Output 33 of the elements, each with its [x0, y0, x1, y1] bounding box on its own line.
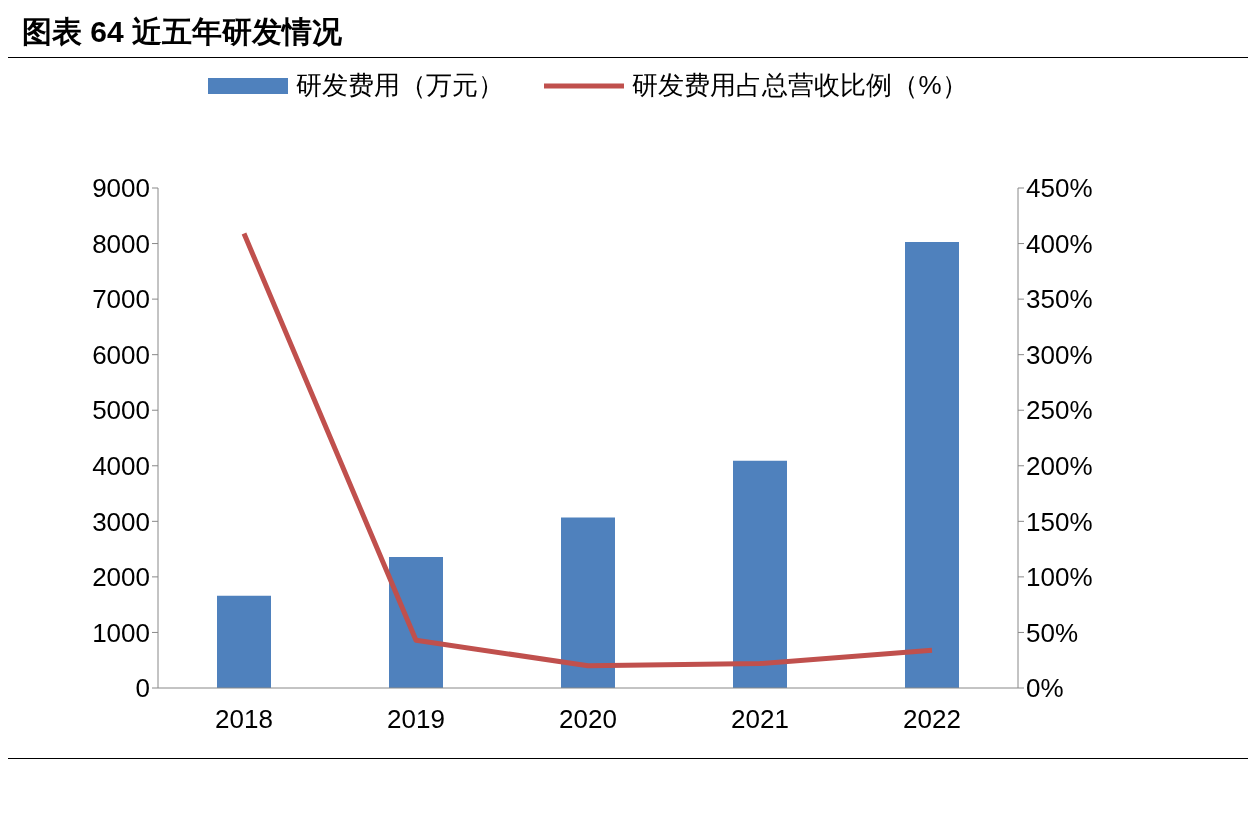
bar [733, 460, 787, 688]
x-tick-label: 2021 [731, 704, 789, 735]
y2-tick-label: 400% [1026, 228, 1093, 259]
y-tick-label: 4000 [92, 451, 150, 482]
bar [561, 517, 615, 688]
y-tick-label: 3000 [92, 506, 150, 537]
y2-tick-label: 50% [1026, 617, 1079, 648]
x-tick-label: 2018 [215, 704, 273, 735]
x-tick-label: 2022 [903, 704, 961, 735]
y2-tick-label: 300% [1026, 339, 1093, 370]
y-tick-label: 9000 [92, 173, 150, 204]
y2-tick-label: 450% [1026, 173, 1093, 204]
bar [217, 595, 271, 688]
y-tick-label: 0 [135, 673, 150, 704]
y2-tick-label: 350% [1026, 284, 1093, 315]
y-tick-label: 8000 [92, 228, 150, 259]
bar [905, 241, 959, 688]
chart-title: 图表 64 近五年研发情况 [8, 8, 1248, 58]
bar [389, 556, 443, 688]
y2-tick-label: 200% [1026, 451, 1093, 482]
y-tick-label: 2000 [92, 562, 150, 593]
y-tick-label: 5000 [92, 395, 150, 426]
legend-label: 研发费用占总营收比例（%） [632, 69, 968, 102]
y2-tick-label: 100% [1026, 562, 1093, 593]
y2-tick-label: 150% [1026, 506, 1093, 537]
y2-tick-label: 0% [1026, 673, 1064, 704]
y2-tick-label: 250% [1026, 395, 1093, 426]
legend-label: 研发费用（万元） [296, 69, 505, 102]
y-tick-label: 7000 [92, 284, 150, 315]
y-tick-label: 1000 [92, 617, 150, 648]
x-tick-label: 2019 [387, 704, 445, 735]
x-tick-label: 2020 [559, 704, 617, 735]
y-tick-label: 6000 [92, 339, 150, 370]
